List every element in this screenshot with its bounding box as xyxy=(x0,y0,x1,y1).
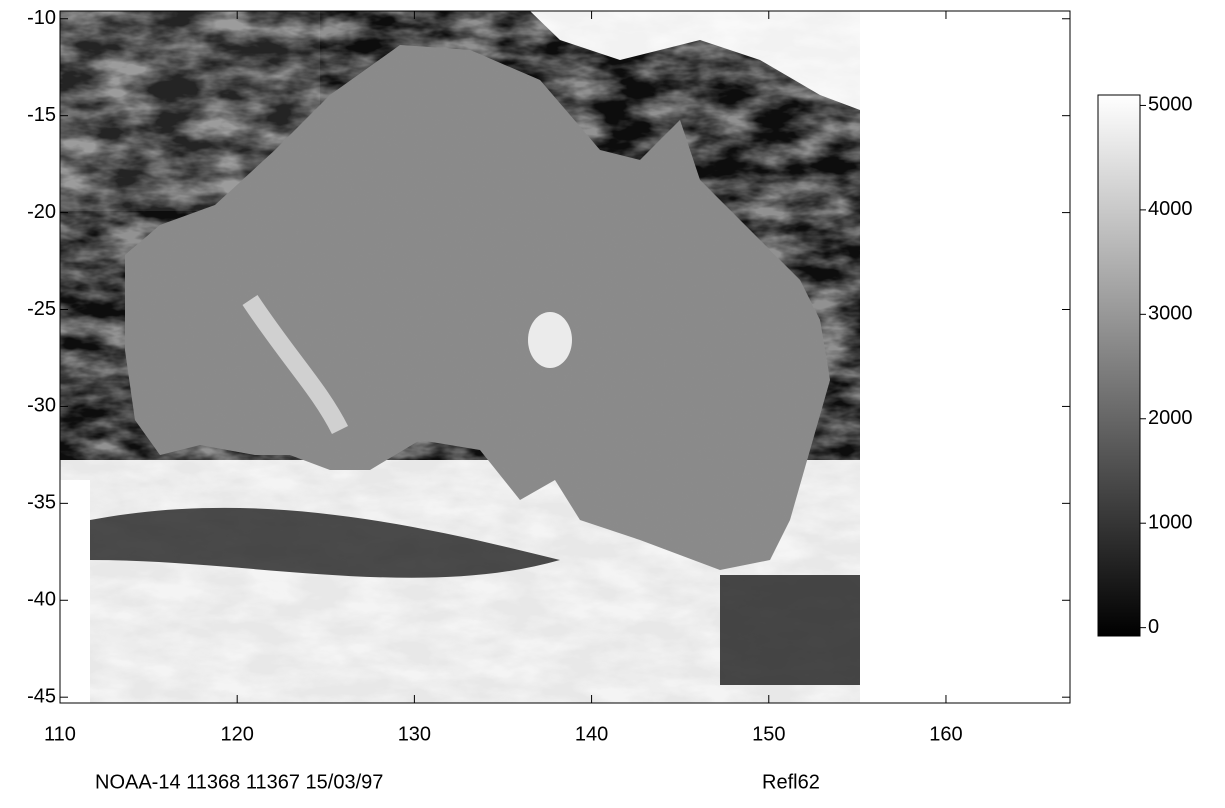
y-tick-label: -45 xyxy=(27,685,56,707)
colorbar-tick-label: 5000 xyxy=(1148,94,1193,116)
chart: NOAA-14 11368 11367 15/03/97 Refl62 110 1… xyxy=(0,0,1225,803)
y-tick-label: -40 xyxy=(27,589,56,611)
x-tick-label: 110 xyxy=(44,723,76,745)
x-tick-label: 120 xyxy=(221,723,254,745)
x-tick-label: 130 xyxy=(398,723,431,745)
annotation: Refl62 xyxy=(762,771,820,793)
x-tick-label: 160 xyxy=(929,723,962,745)
colorbar-tick-label: 0 xyxy=(1148,616,1159,638)
y-tick-label: -10 xyxy=(27,7,56,29)
x-tick-label: 150 xyxy=(752,723,785,745)
y-tick-label: -30 xyxy=(27,395,56,417)
colorbar-tick-label: 2000 xyxy=(1148,407,1193,429)
y-tick-label: -15 xyxy=(27,104,56,126)
colorbar-tick-label: 4000 xyxy=(1148,198,1193,220)
colorbar-tick-label: 1000 xyxy=(1148,511,1193,533)
x-tick-label: 140 xyxy=(575,723,608,745)
satellite-image xyxy=(60,11,860,705)
y-tick-label: -35 xyxy=(27,492,56,514)
page: {"chart_data": {"type": "image", "colorm… xyxy=(0,0,1225,808)
y-tick-label: -20 xyxy=(27,201,56,223)
colorbar xyxy=(1098,95,1140,636)
y-tick-label: -25 xyxy=(27,298,56,320)
annotation: NOAA-14 11368 11367 15/03/97 xyxy=(95,771,383,793)
colorbar-tick-label: 3000 xyxy=(1148,303,1193,325)
